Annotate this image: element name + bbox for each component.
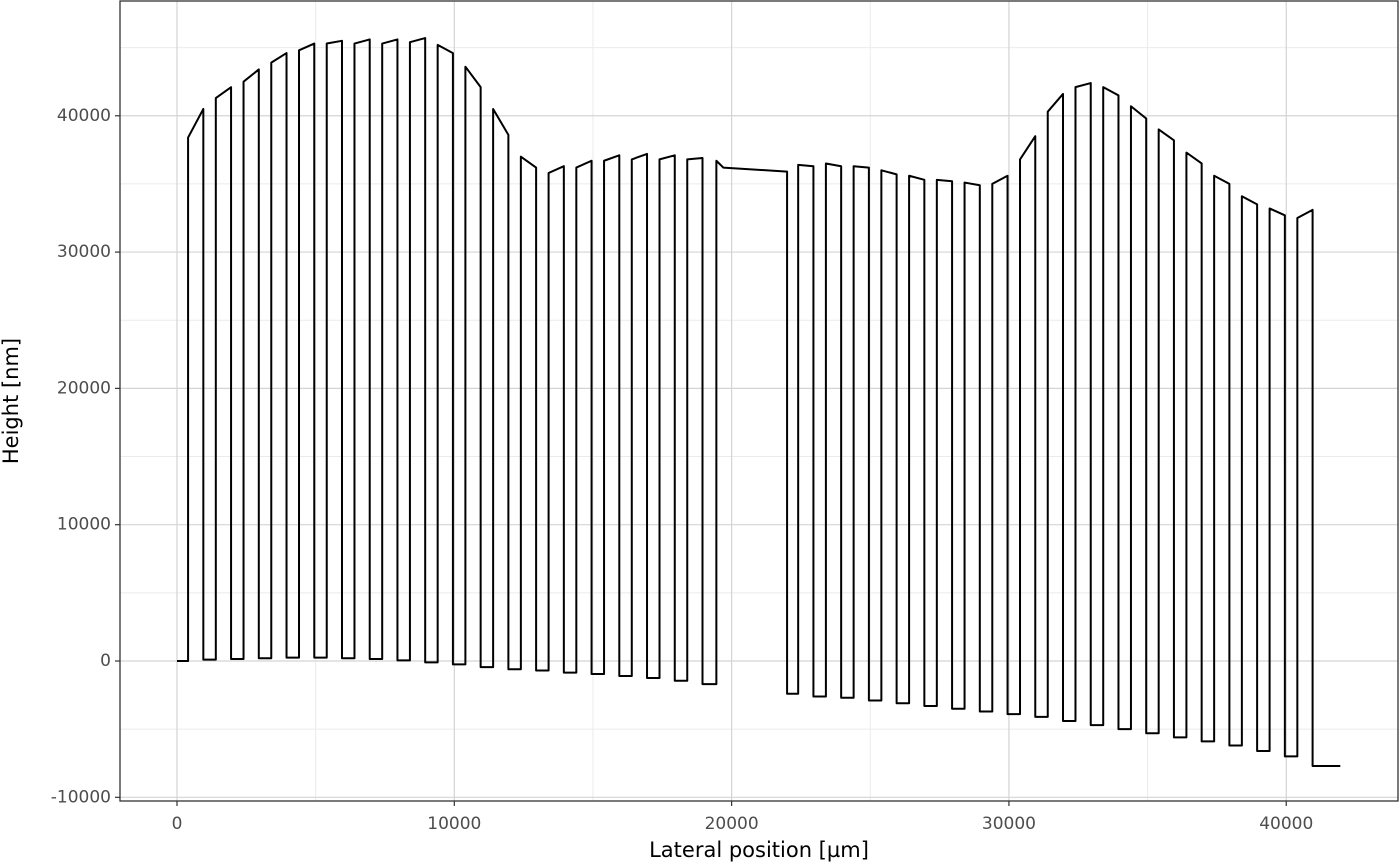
x-tick-label: 10000 (427, 814, 481, 834)
y-tick-label: 30000 (57, 242, 111, 262)
plot-border (119, 0, 1399, 802)
y-tick-label: -10000 (51, 787, 111, 807)
x-tick-label: 0 (172, 814, 183, 834)
profile-line (176, 37, 1341, 767)
x-axis-title: Lateral position [µm] (649, 838, 869, 862)
x-tick-label: 20000 (705, 814, 759, 834)
y-tick-label: 0 (100, 651, 111, 671)
y-tick-label: 20000 (57, 378, 111, 398)
x-tick-label: 40000 (1259, 814, 1313, 834)
y-tick-label: 10000 (57, 515, 111, 535)
y-tick-label: 40000 (57, 106, 111, 126)
y-axis-title: Height [nm] (0, 338, 23, 464)
x-tick-label: 30000 (982, 814, 1036, 834)
